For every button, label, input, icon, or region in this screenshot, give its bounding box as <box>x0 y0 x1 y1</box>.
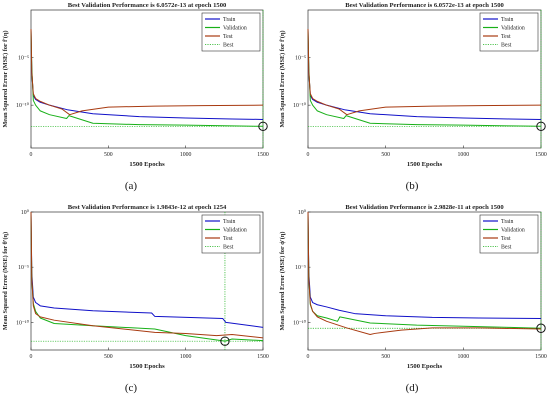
x-tick-label: 0 <box>30 152 33 158</box>
x-axis-label: 1500 Epochs <box>407 161 443 168</box>
best-marker <box>536 323 546 333</box>
chart-title: Best Validation Performance is 6.0572e-1… <box>345 2 504 9</box>
legend: Train Validation Test Best <box>201 214 261 254</box>
x-axis-label: 1500 Epochs <box>129 363 165 370</box>
series-test-line <box>30 29 264 116</box>
legend-label-validation: Validation <box>223 228 247 234</box>
series-validation-line <box>30 29 264 127</box>
legend-label-train: Train <box>501 17 513 23</box>
legend-label-validation: Validation <box>223 26 247 32</box>
legend-label-best: Best <box>501 43 512 49</box>
subfigure-caption: (b) <box>406 180 419 192</box>
x-tick-label: 1500 <box>257 354 269 360</box>
y-axis-label: Mean Squared Error (MSE) for ϕ′(η) <box>279 232 286 331</box>
panel-1: Best Validation Performance is 6.0572e-1… <box>279 2 547 192</box>
x-axis-label: 1500 Epochs <box>129 161 165 168</box>
x-tick-label: 1000 <box>458 354 470 360</box>
y-tick-label: 10⁰ <box>298 209 307 216</box>
legend-label-train: Train <box>223 219 235 225</box>
y-axis-label: Mean Squared Error (MSE) for f′(η) <box>2 30 9 127</box>
y-tick-label: 10⁻⁵ <box>295 56 306 62</box>
series-test-line <box>307 29 542 116</box>
x-tick-label: 1500 <box>535 354 547 360</box>
legend-label-train: Train <box>501 219 513 225</box>
x-tick-label: 1000 <box>458 152 470 158</box>
legend-label-best: Best <box>501 245 512 251</box>
y-tick-label: 10⁻⁵ <box>18 56 29 62</box>
y-axis-label: Mean Squared Error (MSE) for f′(η) <box>279 30 286 127</box>
y-tick-label: 10⁻¹⁰ <box>16 319 30 326</box>
legend: Train Validation Test Best <box>201 12 261 52</box>
chart-title: Best Validation Performance is 1.9843e-1… <box>68 204 227 211</box>
series-validation-line <box>307 29 542 127</box>
x-tick-label: 500 <box>104 152 113 158</box>
legend-label-validation: Validation <box>501 26 525 32</box>
subfigure-caption: (d) <box>406 382 419 394</box>
y-axis-label: Mean Squared Error (MSE) for θ′(η) <box>2 232 9 330</box>
x-tick-label: 0 <box>307 152 310 158</box>
y-tick-label: 10⁻¹⁰ <box>293 319 307 326</box>
x-tick-label: 1500 <box>257 152 269 158</box>
panels: Best Validation Performance is 6.0572e-1… <box>2 2 547 394</box>
y-tick-label: 10⁻¹⁰ <box>293 102 307 109</box>
y-tick-label: 10⁻⁵ <box>18 265 29 271</box>
x-tick-label: 500 <box>381 354 390 360</box>
y-tick-label: 10⁻⁵ <box>295 265 306 271</box>
legend-label-test: Test <box>501 34 511 40</box>
panel-0: Best Validation Performance is 6.0572e-1… <box>2 2 269 192</box>
x-tick-label: 0 <box>30 354 33 360</box>
x-tick-label: 500 <box>381 152 390 158</box>
legend-label-test: Test <box>223 236 233 242</box>
legend-label-test: Test <box>223 34 233 40</box>
panel-2: Best Validation Performance is 1.9843e-1… <box>2 204 269 394</box>
subfigure-caption: (a) <box>125 180 138 192</box>
legend-label-best: Best <box>223 245 234 251</box>
legend: Train Validation Test Best <box>479 214 539 254</box>
legend-label-validation: Validation <box>501 228 525 234</box>
legend-label-test: Test <box>501 236 511 242</box>
x-axis-label: 1500 Epochs <box>407 363 443 370</box>
x-tick-label: 1000 <box>180 152 192 158</box>
legend-label-best: Best <box>223 43 234 49</box>
series-test-line <box>30 211 264 339</box>
best-marker <box>220 336 230 346</box>
best-marker <box>536 121 546 132</box>
best-marker <box>258 121 268 132</box>
legend-label-train: Train <box>223 17 235 23</box>
chart-title: Best Validation Performance is 2.9828e-1… <box>345 204 504 211</box>
x-tick-label: 0 <box>307 354 310 360</box>
y-tick-label: 10⁰ <box>21 209 30 216</box>
x-tick-label: 1500 <box>535 152 547 158</box>
chart-title: Best Validation Performance is 6.0572e-1… <box>68 2 227 9</box>
y-tick-label: 10⁻¹⁰ <box>16 102 30 109</box>
series-test-line <box>307 211 542 336</box>
panel-3: Best Validation Performance is 2.9828e-1… <box>279 204 547 394</box>
subfigure-caption: (c) <box>125 382 138 394</box>
x-tick-label: 500 <box>104 354 113 360</box>
legend: Train Validation Test Best <box>479 12 539 52</box>
x-tick-label: 1000 <box>180 354 192 360</box>
